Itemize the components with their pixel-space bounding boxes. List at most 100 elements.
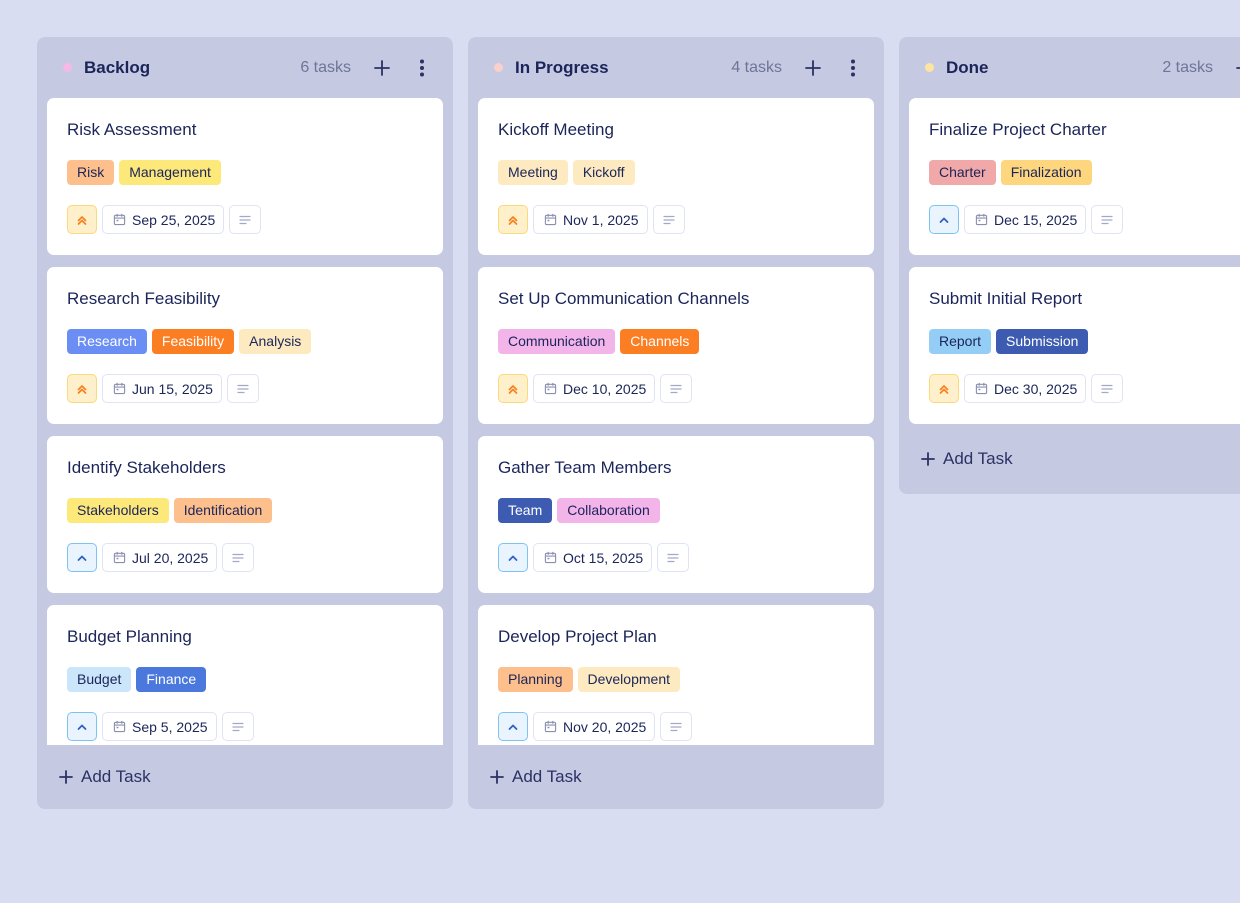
tag-list: Communication Channels xyxy=(498,329,854,354)
add-card-button[interactable] xyxy=(371,57,393,79)
notes-button[interactable] xyxy=(660,374,693,403)
tag-list: Budget Finance xyxy=(67,667,423,692)
task-title: Risk Assessment xyxy=(67,120,197,139)
due-date-text: Sep 5, 2025 xyxy=(132,718,208,735)
task-meta: Jul 20, 2025 xyxy=(67,543,423,572)
notes-button[interactable] xyxy=(229,205,262,234)
add-card-button[interactable] xyxy=(802,57,824,79)
due-date-chip[interactable]: Jun 15, 2025 xyxy=(102,374,222,403)
tag-list: Meeting Kickoff xyxy=(498,160,854,185)
task-title: Research Feasibility xyxy=(67,289,221,308)
tag-label: Development xyxy=(577,667,680,692)
due-date-chip[interactable]: Oct 15, 2025 xyxy=(533,543,653,572)
task-card[interactable]: Identify Stakeholders Stakeholders Identi… xyxy=(47,436,443,593)
column-menu-button[interactable] xyxy=(411,57,433,79)
add-card-button[interactable] xyxy=(1233,57,1240,79)
task-card[interactable]: Finalize Project Charter Charter Finaliza… xyxy=(909,98,1240,255)
calendar-icon xyxy=(113,551,126,564)
add-task-label: Add Task xyxy=(512,767,582,786)
tag-label: Channels xyxy=(620,329,700,354)
task-card[interactable]: Gather Team Members Team Collaboration Oc… xyxy=(478,436,874,593)
tag-label: Planning xyxy=(498,667,573,692)
kanban-column-in-progress: In Progress 4 tasks Kickoff Meeting Meet… xyxy=(468,37,884,809)
due-date-chip[interactable]: Sep 25, 2025 xyxy=(102,205,225,234)
task-card[interactable]: Develop Project Plan Planning Development… xyxy=(478,605,874,745)
notes-button[interactable] xyxy=(660,712,693,741)
task-meta: Dec 30, 2025 xyxy=(929,374,1240,403)
priority-badge-medium[interactable] xyxy=(67,712,97,741)
notes-button[interactable] xyxy=(1091,205,1124,234)
tag-label: Finance xyxy=(136,667,207,692)
column-task-count: 6 tasks xyxy=(300,58,351,76)
priority-badge-medium[interactable] xyxy=(67,543,97,572)
add-task-button[interactable]: Add Task xyxy=(47,745,443,809)
column-title: Done xyxy=(946,57,989,77)
priority-badge-high[interactable] xyxy=(67,374,97,403)
priority-badge-high[interactable] xyxy=(498,205,528,234)
task-card[interactable]: Research Feasibility Research Feasibility… xyxy=(47,267,443,424)
task-card[interactable]: Kickoff Meeting Meeting Kickoff Nov 1, 20… xyxy=(478,98,874,255)
card-list[interactable]: Kickoff Meeting Meeting Kickoff Nov 1, 20… xyxy=(478,98,874,745)
notes-button[interactable] xyxy=(1091,374,1124,403)
notes-button[interactable] xyxy=(657,543,690,572)
column-task-count: 4 tasks xyxy=(731,58,782,76)
task-card[interactable]: Set Up Communication Channels Communicat… xyxy=(478,267,874,424)
tag-label: Identification xyxy=(173,498,273,523)
tag-list: Research Feasibility Analysis xyxy=(67,329,423,354)
calendar-icon xyxy=(113,213,126,226)
notes-button[interactable] xyxy=(652,205,685,234)
chevron-up-icon xyxy=(77,724,87,730)
card-list[interactable]: Finalize Project Charter Charter Finaliza… xyxy=(909,98,1240,424)
due-date-chip[interactable]: Nov 1, 2025 xyxy=(533,205,648,234)
column-menu-button[interactable] xyxy=(842,57,864,79)
task-meta: Nov 1, 2025 xyxy=(498,205,854,234)
tag-label: Collaboration xyxy=(557,498,660,523)
column-status-dot xyxy=(63,63,72,72)
chevron-up-icon xyxy=(77,555,87,561)
add-task-button[interactable]: Add Task xyxy=(478,745,874,809)
priority-badge-medium[interactable] xyxy=(929,205,959,234)
column-header: Backlog 6 tasks xyxy=(47,37,443,98)
column-header: Done 2 tasks xyxy=(909,37,1240,98)
due-date-chip[interactable]: Jul 20, 2025 xyxy=(102,543,218,572)
more-vertical-icon xyxy=(851,59,855,76)
calendar-icon xyxy=(544,382,557,395)
add-task-button[interactable]: Add Task xyxy=(909,424,1240,494)
tag-label: Finalization xyxy=(1000,160,1092,185)
notes-button[interactable] xyxy=(226,374,259,403)
priority-badge-high[interactable] xyxy=(67,205,97,234)
notes-lines-icon xyxy=(237,384,249,393)
due-date-chip[interactable]: Dec 15, 2025 xyxy=(964,205,1087,234)
due-date-chip[interactable]: Nov 20, 2025 xyxy=(533,712,656,741)
task-meta: Sep 5, 2025 xyxy=(67,712,423,741)
task-title: Finalize Project Charter xyxy=(929,120,1107,139)
due-date-chip[interactable]: Sep 5, 2025 xyxy=(102,712,217,741)
notes-lines-icon xyxy=(1101,215,1113,224)
tag-list: Report Submission xyxy=(929,329,1240,354)
chevrons-up-icon xyxy=(508,215,518,225)
notes-button[interactable] xyxy=(221,712,254,741)
tag-list: Team Collaboration xyxy=(498,498,854,523)
notes-button[interactable] xyxy=(222,543,255,572)
due-date-text: Nov 20, 2025 xyxy=(563,718,647,735)
due-date-text: Dec 10, 2025 xyxy=(563,380,647,397)
add-task-label: Add Task xyxy=(81,767,151,786)
tag-list: Planning Development xyxy=(498,667,854,692)
priority-badge-high[interactable] xyxy=(498,374,528,403)
priority-badge-medium[interactable] xyxy=(498,543,528,572)
card-list[interactable]: Risk Assessment Risk Management Sep 25, 2… xyxy=(47,98,443,745)
column-title: Backlog xyxy=(84,57,151,77)
notes-lines-icon xyxy=(239,215,251,224)
task-card[interactable]: Risk Assessment Risk Management Sep 25, 2… xyxy=(47,98,443,255)
notes-lines-icon xyxy=(231,722,244,731)
due-date-chip[interactable]: Dec 10, 2025 xyxy=(533,374,656,403)
priority-badge-high[interactable] xyxy=(929,374,959,403)
task-meta: Nov 20, 2025 xyxy=(498,712,854,741)
priority-badge-medium[interactable] xyxy=(498,712,528,741)
task-card[interactable]: Submit Initial Report Report Submission D… xyxy=(909,267,1240,424)
due-date-chip[interactable]: Dec 30, 2025 xyxy=(964,374,1087,403)
calendar-icon xyxy=(113,720,126,733)
tag-label: Kickoff xyxy=(572,160,635,185)
task-card[interactable]: Budget Planning Budget Finance Sep 5, 202… xyxy=(47,605,443,745)
task-meta: Jun 15, 2025 xyxy=(67,374,423,403)
